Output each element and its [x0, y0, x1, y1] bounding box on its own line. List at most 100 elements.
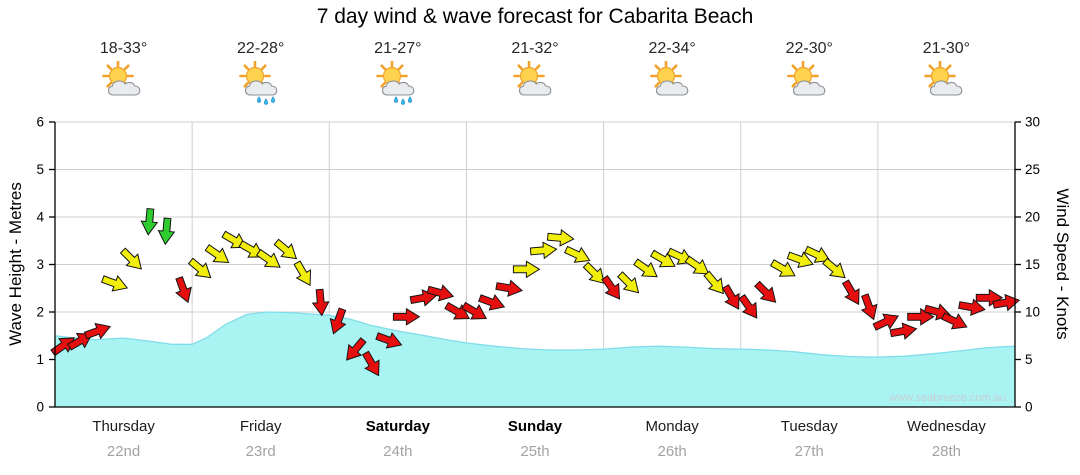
wind-arrow	[529, 241, 558, 260]
sun-cloud-icon	[466, 60, 603, 107]
day-label: Friday	[239, 418, 282, 435]
wind-arrow	[361, 350, 380, 377]
wind-arrow	[187, 257, 212, 279]
day-footer: Sunday 25th	[466, 418, 603, 460]
wind-arrow	[992, 293, 1021, 312]
wind-arrow	[329, 307, 347, 335]
wind-arrow	[175, 276, 192, 304]
day-label: Wednesday	[906, 418, 986, 435]
wind-arrow	[204, 244, 230, 264]
svg-text:25: 25	[1025, 162, 1040, 177]
day-label: Thursday	[92, 418, 155, 435]
sun-cloud-icon	[55, 60, 192, 107]
wind-arrow	[822, 257, 846, 279]
day-label: Tuesday	[780, 418, 838, 435]
wind-arrow	[804, 245, 831, 263]
wind-arrow	[346, 337, 367, 361]
temp-range: 18-33°	[99, 40, 148, 57]
wind-arrow	[633, 258, 658, 278]
svg-text:2: 2	[36, 305, 44, 320]
day-label: Monday	[645, 418, 699, 435]
wind-arrow	[860, 293, 878, 321]
wind-arrow	[392, 307, 421, 326]
day-footer: Friday 23rd	[192, 418, 329, 460]
wind-arrow	[738, 294, 758, 319]
wind-arrow	[273, 238, 298, 260]
sun-cloud-icon	[604, 60, 741, 107]
wind-arrow	[546, 228, 575, 247]
wind-arrow	[140, 208, 159, 236]
wind-arrow	[721, 284, 740, 310]
day-footer: Wednesday 28th	[878, 418, 1015, 460]
wind-arrow	[238, 240, 265, 258]
wind-arrow	[311, 288, 330, 317]
wind-arrow	[786, 251, 814, 268]
wind-arrow	[256, 248, 281, 268]
sun-cloud-rain-icon	[329, 60, 466, 107]
wind-arrow	[769, 259, 796, 277]
temp-range: 21-30°	[922, 40, 971, 57]
wind-arrow	[872, 313, 900, 331]
temp-range: 22-30°	[785, 40, 833, 57]
date-label: 24th	[383, 443, 413, 460]
date-label: 26th	[657, 443, 687, 460]
day-footer: Thursday 22nd	[55, 418, 192, 460]
wind-arrow	[582, 261, 605, 284]
svg-text:30: 30	[1025, 115, 1040, 130]
svg-text:15: 15	[1025, 257, 1040, 272]
temp-range: 22-28°	[237, 40, 285, 57]
temp-range: 21-27°	[374, 40, 422, 57]
day-footer: Tuesday 27th	[741, 418, 878, 460]
day-header: 21-27°	[329, 40, 466, 107]
wind-arrow	[958, 298, 986, 316]
sun-cloud-icon	[878, 60, 1015, 107]
wind-arrow	[461, 301, 488, 320]
svg-text:0: 0	[1025, 400, 1033, 415]
date-label: 23rd	[245, 443, 276, 460]
day-header: 21-32°	[466, 40, 603, 107]
wave-height-axis-label: Wave Height - Metres	[6, 182, 25, 346]
wind-arrow	[157, 217, 176, 246]
watermark: www.seabreeze.com.au	[888, 392, 1006, 404]
day-header: 22-34°	[604, 40, 741, 107]
wind-arrow	[616, 271, 640, 294]
wind-arrow	[841, 279, 860, 306]
svg-text:20: 20	[1025, 210, 1040, 225]
wind-arrow	[426, 284, 455, 302]
wind-arrow	[941, 312, 968, 330]
wind-arrow	[83, 322, 112, 340]
day-header: 18-33°	[55, 40, 192, 107]
svg-text:3: 3	[36, 257, 44, 272]
day-footer: Monday 26th	[604, 418, 741, 460]
wind-arrow	[375, 331, 403, 349]
wind-arrow	[649, 249, 676, 268]
date-label: 27th	[794, 443, 824, 460]
date-label: 22nd	[106, 443, 141, 460]
wind-arrow	[889, 322, 918, 340]
wind-arrow	[67, 333, 93, 351]
sun-cloud-rain-icon	[192, 60, 329, 107]
wind-arrow	[601, 275, 621, 300]
page-title: 7 day wind & wave forecast for Cabarita …	[316, 5, 754, 28]
wind-arrow	[478, 293, 506, 311]
svg-text:4: 4	[36, 210, 44, 225]
svg-text:6: 6	[36, 115, 44, 130]
svg-text:0: 0	[36, 400, 44, 415]
temp-range: 21-32°	[511, 40, 559, 57]
wave-area	[55, 312, 1015, 407]
svg-text:10: 10	[1025, 305, 1040, 320]
wind-arrow	[444, 301, 470, 320]
day-header: 21-30°	[878, 40, 1015, 107]
wind-arrow	[703, 270, 724, 295]
svg-text:1: 1	[36, 352, 44, 367]
temp-range: 22-34°	[648, 40, 696, 57]
day-label: Sunday	[507, 418, 563, 435]
wind-arrow	[119, 247, 142, 270]
wind-arrow	[754, 280, 777, 303]
svg-text:5: 5	[36, 162, 44, 177]
wind-arrow	[684, 255, 710, 275]
wind-arrow	[564, 245, 591, 263]
wind-arrow	[293, 260, 312, 287]
